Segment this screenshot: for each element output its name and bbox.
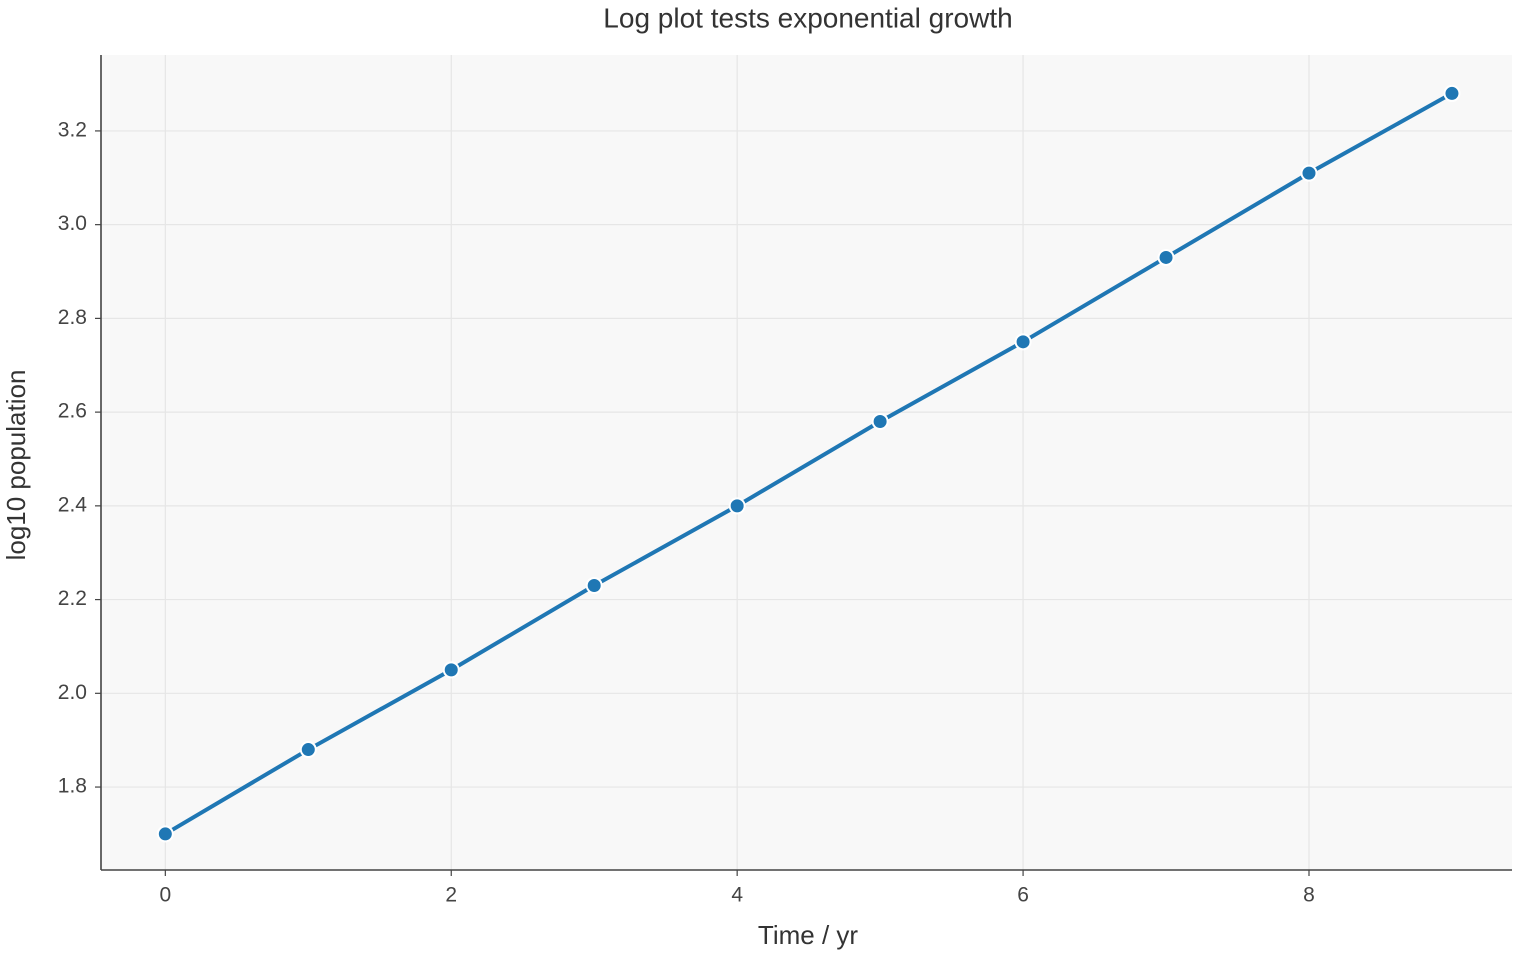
marker xyxy=(585,577,603,595)
y-tick-label: 2.8 xyxy=(58,306,87,329)
marker xyxy=(1157,248,1175,266)
marker xyxy=(871,412,889,430)
marker xyxy=(728,497,746,515)
chart-title: Log plot tests exponential growth xyxy=(603,2,1012,33)
marker xyxy=(1014,333,1032,351)
x-axis-label: Time / yr xyxy=(758,920,858,950)
marker xyxy=(1443,84,1461,102)
y-tick-label: 2.6 xyxy=(58,400,87,423)
x-tick-label: 8 xyxy=(1303,884,1315,907)
x-tick-label: 6 xyxy=(1017,884,1029,907)
y-tick-label: 2.2 xyxy=(58,587,87,610)
x-tick-label: 0 xyxy=(159,884,171,907)
marker xyxy=(442,661,460,679)
y-tick-label: 2.0 xyxy=(58,681,87,704)
y-tick-label: 3.2 xyxy=(58,118,87,141)
x-tick-label: 4 xyxy=(731,884,743,907)
y-tick-label: 2.4 xyxy=(58,493,88,516)
series-line xyxy=(164,91,1453,836)
y-tick-label: 3.0 xyxy=(58,212,87,235)
y-axis-label: log10 population xyxy=(1,370,31,561)
x-tick-label: 2 xyxy=(445,884,457,907)
marker xyxy=(1300,164,1318,182)
grid xyxy=(101,55,1512,870)
y-tick-label: 1.8 xyxy=(58,775,87,798)
marker xyxy=(299,741,317,759)
marker xyxy=(156,825,174,843)
